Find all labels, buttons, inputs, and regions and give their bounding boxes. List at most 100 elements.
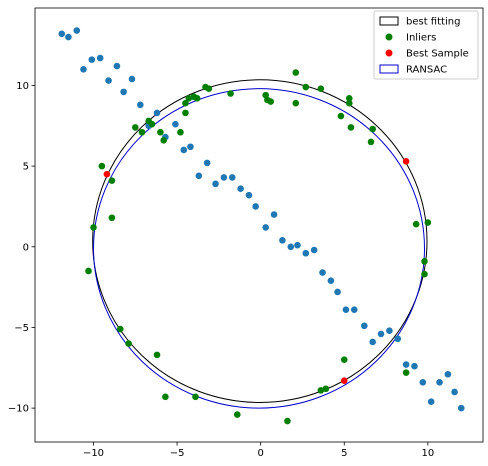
outliers-point-35 — [342, 306, 350, 314]
inliers-point-13 — [345, 95, 353, 102]
x-tick-label: 10 — [421, 448, 434, 459]
inliers-point-28 — [98, 162, 106, 170]
outliers-point-6 — [105, 77, 112, 84]
inliers-point-37 — [116, 325, 124, 333]
inliers-point-7 — [227, 90, 234, 97]
outliers-point-49 — [457, 404, 465, 412]
outliers-point-34 — [334, 288, 341, 296]
outliers-point-19 — [212, 180, 219, 188]
inliers-point-12 — [185, 95, 193, 102]
outliers-point-12 — [153, 109, 161, 117]
plot-frame — [34, 7, 484, 443]
outliers-point-30 — [302, 249, 310, 257]
outliers-point-41 — [394, 335, 402, 343]
legend-box — [373, 10, 479, 80]
inliers-point-42 — [322, 385, 330, 393]
inliers-point-43 — [317, 387, 325, 394]
outliers-point-9 — [128, 75, 136, 83]
inliers-point-46 — [233, 411, 241, 418]
inliers-point-30 — [108, 214, 116, 222]
inliers-point-17 — [337, 112, 345, 120]
inliers-point-18 — [131, 124, 139, 131]
inliers-point-31 — [412, 220, 420, 228]
outliers-point-20 — [220, 174, 228, 181]
data-points — [58, 27, 465, 425]
x-tick-label: 5 — [341, 448, 347, 459]
axes: −10 −5 0 5 10 −10 −5 0 5 10 — [8, 81, 434, 459]
legend-marker-inliers — [385, 33, 393, 41]
outliers-point-29 — [294, 241, 301, 249]
outliers-point-25 — [262, 224, 269, 231]
inliers-point-36 — [421, 270, 428, 278]
outliers-point-42 — [402, 361, 410, 368]
y-tick-label: −5 — [14, 323, 29, 334]
inliers-point-15 — [292, 99, 300, 107]
outliers-point-24 — [252, 203, 259, 210]
inliers-point-32 — [424, 219, 432, 226]
legend-marker-best-sample — [385, 49, 393, 57]
outliers-point-36 — [350, 306, 358, 314]
inliers-point-34 — [421, 258, 428, 265]
outliers-point-45 — [427, 398, 435, 405]
y-tick-label: 5 — [23, 162, 29, 173]
outliers-point-46 — [436, 379, 443, 386]
outliers-point-44 — [419, 379, 427, 386]
legend-swatch-ransac — [379, 64, 399, 74]
outliers-point-17 — [195, 172, 203, 180]
outliers-point-18 — [203, 159, 211, 167]
outliers-point-14 — [172, 120, 179, 128]
outliers-point-21 — [228, 174, 236, 181]
y-tick-label: 10 — [16, 81, 29, 92]
inliers-point-21 — [347, 124, 355, 131]
inliers-point-2 — [302, 83, 310, 91]
inliers-point-4 — [317, 85, 325, 92]
outliers-point-32 — [319, 269, 326, 276]
inliers-point-10 — [267, 98, 275, 105]
inliers-point-3 — [202, 83, 209, 91]
inliers-point-14 — [345, 99, 353, 107]
outliers-point-1 — [65, 33, 72, 41]
outliers-point-3 — [80, 66, 87, 73]
inliers-point-11 — [182, 99, 189, 107]
outliers-point-33 — [327, 277, 335, 284]
outliers-point-31 — [310, 246, 318, 254]
outliers-point-23 — [245, 191, 253, 199]
inliers-point-44 — [162, 393, 169, 401]
inliers-point-35 — [85, 267, 92, 275]
outliers-point-37 — [361, 322, 368, 330]
best-sample-point-0 — [103, 170, 111, 178]
best-sample-point-2 — [340, 377, 348, 384]
legend: best fitting Inliers Best Sample RANSAC — [373, 10, 479, 80]
outliers-point-16 — [187, 143, 194, 151]
legend-label-ransac: RANSAC — [406, 65, 447, 76]
y-tick-label: −10 — [8, 404, 29, 415]
inliers-point-33 — [90, 224, 97, 231]
outliers-point-39 — [377, 330, 385, 338]
inliers-point-6 — [193, 95, 201, 102]
fitted-circles — [92, 79, 428, 409]
outliers-point-48 — [451, 388, 458, 396]
y-tick-label: 0 — [23, 242, 29, 253]
outliers-point-38 — [369, 338, 376, 346]
inliers-point-27 — [367, 138, 375, 146]
inliers-point-47 — [284, 417, 291, 425]
legend-label-inliers: Inliers — [406, 33, 436, 44]
outliers-point-22 — [237, 185, 244, 192]
outliers-point-2 — [73, 27, 81, 34]
outliers-point-4 — [88, 56, 96, 63]
outliers-point-8 — [120, 88, 127, 96]
outliers-point-40 — [386, 327, 393, 334]
legend-swatch-best-fitting — [379, 16, 399, 26]
x-tick-label: 0 — [257, 448, 263, 459]
inliers-point-45 — [192, 393, 199, 401]
outliers-point-0 — [58, 30, 66, 38]
inliers-point-38 — [125, 340, 132, 347]
inliers-point-40 — [340, 356, 348, 364]
outliers-point-26 — [270, 211, 278, 218]
outliers-point-10 — [137, 101, 144, 109]
inliers-point-23 — [369, 125, 376, 133]
circle-best-fitting — [92, 79, 428, 403]
inliers-point-22 — [138, 128, 146, 136]
inliers-point-25 — [177, 128, 184, 136]
x-tick-label: −10 — [83, 448, 104, 459]
